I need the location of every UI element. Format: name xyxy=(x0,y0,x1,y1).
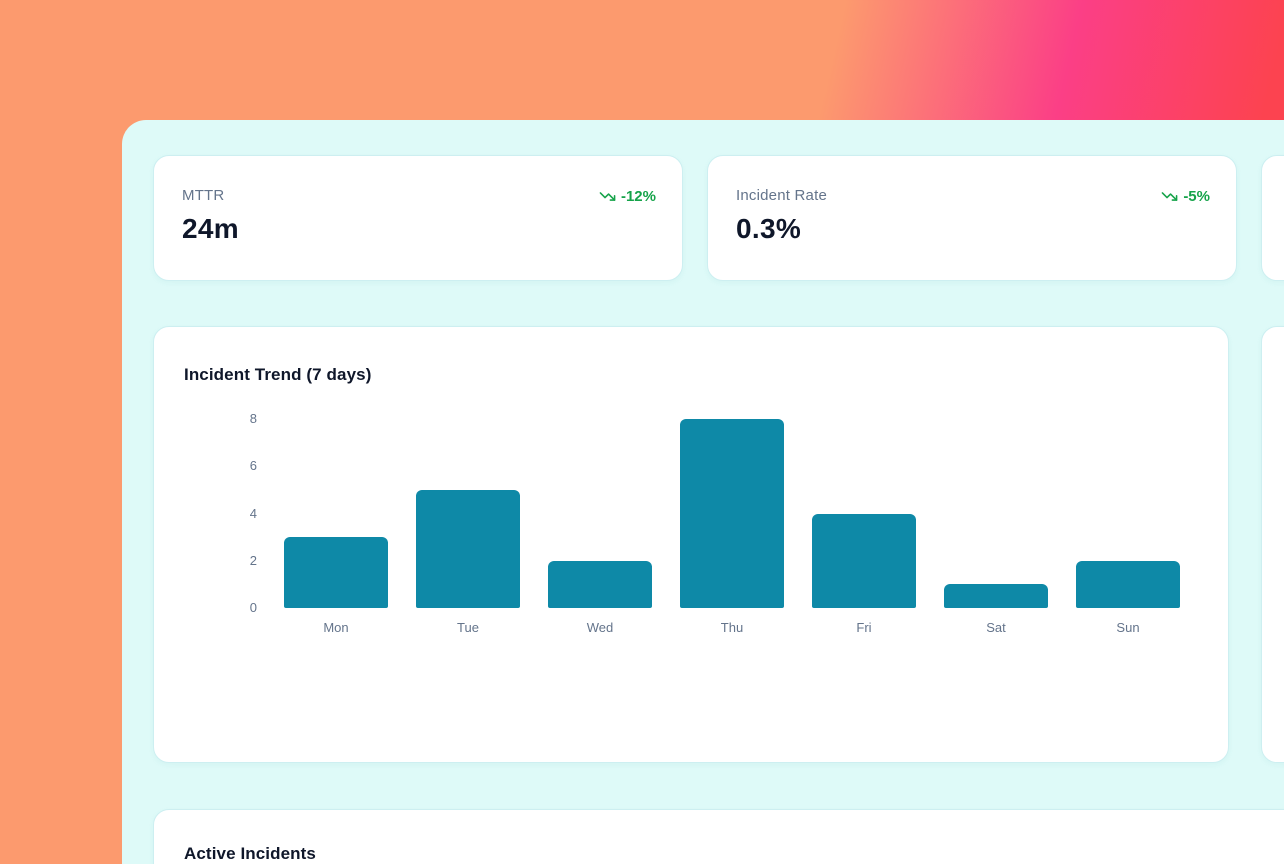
kpi-card-incident-rate: Incident Rate 0.3% -5% xyxy=(707,155,1237,281)
kpi-trend-badge: -12% xyxy=(599,187,656,205)
bar-sun[interactable] xyxy=(1076,560,1180,608)
x-axis-label-wed: Wed xyxy=(586,620,614,635)
chart-title: Incident Trend (7 days) xyxy=(184,365,372,384)
x-axis-label-fri: Fri xyxy=(856,620,872,635)
y-axis-tick: 0 xyxy=(249,600,257,615)
kpi-text-group: MTTR 24m xyxy=(182,187,239,245)
active-incidents-card: Active Incidents xyxy=(153,809,1284,864)
incident-trend-card: Incident Trend (7 days) 0 2 4 6 8 Mon Tue Wed Th… xyxy=(153,326,1229,763)
kpi-label: Incident Rate xyxy=(736,187,827,204)
dashboard-panel: MTTR 24m -12% Incident Rate 0.3% xyxy=(122,120,1284,864)
kpi-text-group: Incident Rate 0.3% xyxy=(736,187,827,245)
x-axis-label-mon: Mon xyxy=(323,620,349,635)
kpi-row: MTTR 24m -12% Incident Rate 0.3% xyxy=(153,155,1284,281)
chart-row: Incident Trend (7 days) 0 2 4 6 8 Mon Tue Wed Th… xyxy=(153,326,1284,763)
bar-mon[interactable] xyxy=(284,537,388,608)
bar-sat[interactable] xyxy=(944,584,1048,608)
bar-wed[interactable] xyxy=(548,560,652,608)
kpi-card-partial xyxy=(1261,155,1284,281)
bar-thu[interactable] xyxy=(680,419,784,608)
y-axis-tick: 8 xyxy=(249,411,257,426)
kpi-label: MTTR xyxy=(182,187,225,204)
x-axis-label-sat: Sat xyxy=(986,620,1006,635)
trending-down-icon xyxy=(599,188,616,205)
bar-fri[interactable] xyxy=(812,513,916,608)
active-incidents-title: Active Incidents xyxy=(184,844,316,863)
trending-down-icon xyxy=(1161,188,1178,205)
kpi-value: 24m xyxy=(182,213,239,244)
bar-chart-plot: 0 2 4 6 8 Mon Tue Wed Thu Fri Sat Sun xyxy=(250,411,1182,635)
y-axis-tick: 4 xyxy=(249,505,257,521)
kpi-trend-value: -12% xyxy=(620,187,656,205)
kpi-trend-badge: -5% xyxy=(1161,187,1210,205)
kpi-card-mttr: MTTR 24m -12% xyxy=(153,155,683,281)
y-axis-tick: 6 xyxy=(249,458,257,474)
kpi-trend-value: -5% xyxy=(1183,187,1210,205)
x-axis-label-tue: Tue xyxy=(457,620,479,635)
y-axis-tick: 2 xyxy=(249,552,257,568)
x-axis-label-thu: Thu xyxy=(720,620,744,635)
kpi-value: 0.3% xyxy=(736,213,802,244)
x-axis-label-sun: Sun xyxy=(1116,620,1140,635)
bar-tue[interactable] xyxy=(416,489,520,608)
side-card-partial xyxy=(1261,326,1284,763)
